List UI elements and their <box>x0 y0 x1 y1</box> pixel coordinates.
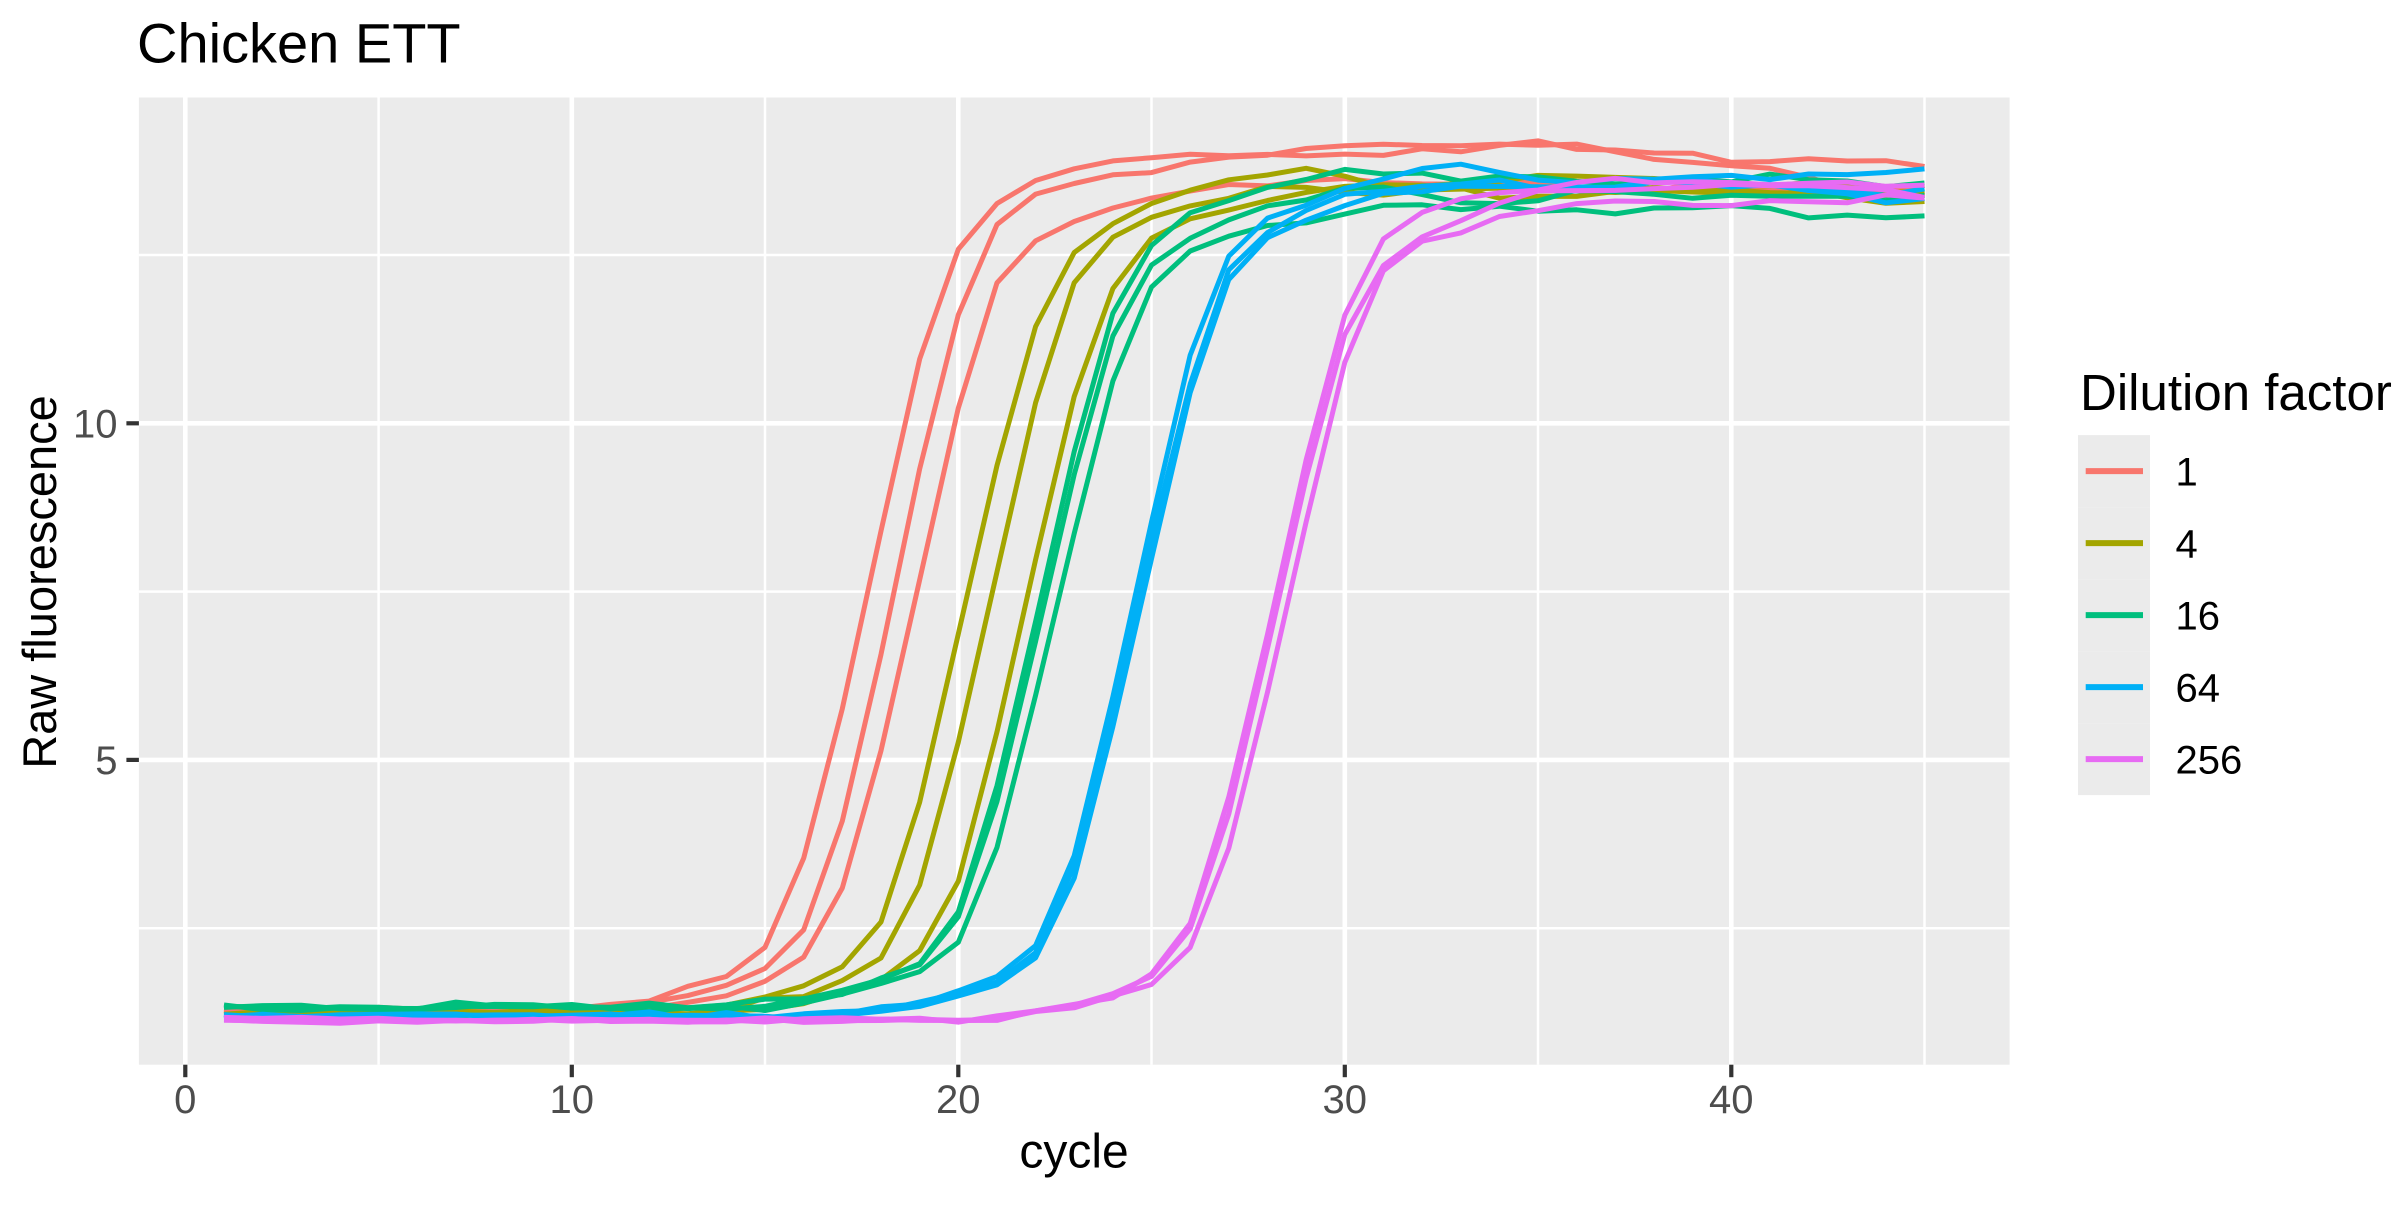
svg-text:4: 4 <box>2176 522 2198 566</box>
svg-text:5: 5 <box>95 739 117 783</box>
svg-text:40: 40 <box>1709 1078 1754 1122</box>
svg-text:16: 16 <box>2176 594 2221 638</box>
svg-text:64: 64 <box>2176 666 2221 710</box>
svg-text:20: 20 <box>936 1078 981 1122</box>
svg-text:Dilution factor: Dilution factor <box>2080 364 2392 421</box>
svg-text:0: 0 <box>174 1078 196 1122</box>
svg-text:30: 30 <box>1323 1078 1368 1122</box>
svg-text:1: 1 <box>2176 450 2198 494</box>
svg-text:Chicken ETT: Chicken ETT <box>137 12 461 75</box>
svg-text:cycle: cycle <box>1019 1126 1128 1179</box>
svg-text:10: 10 <box>550 1078 595 1122</box>
svg-text:Raw fluorescence: Raw fluorescence <box>13 395 66 769</box>
svg-text:10: 10 <box>73 403 118 447</box>
svg-text:256: 256 <box>2176 738 2243 782</box>
